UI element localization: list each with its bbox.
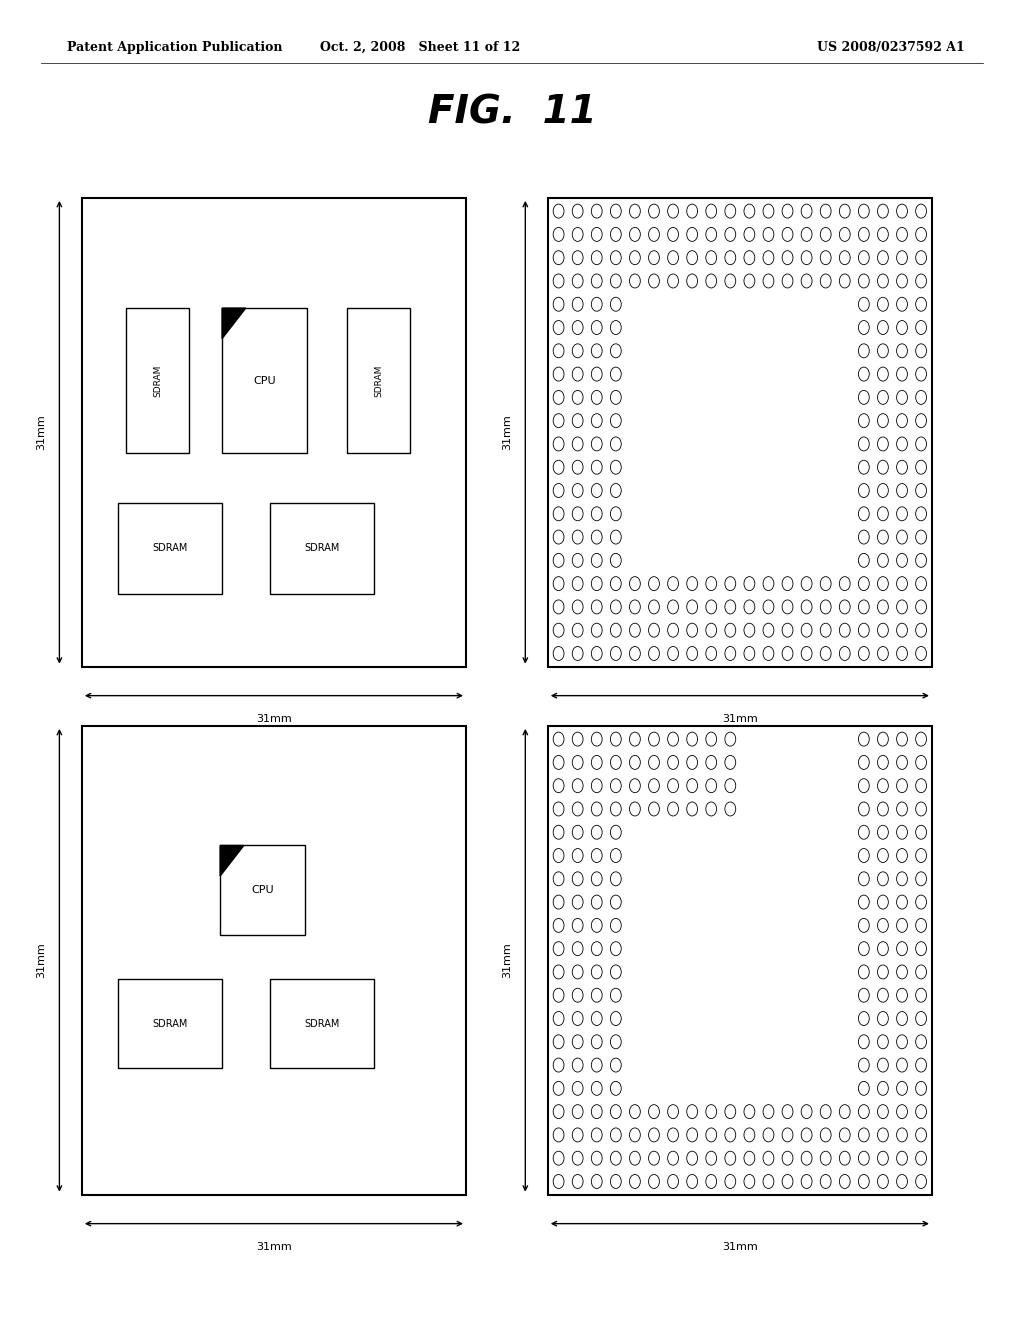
Text: SDRAM: SDRAM (153, 1019, 188, 1028)
Text: 31mm: 31mm (256, 1242, 292, 1253)
Bar (220, 846, 305, 935)
Bar (548, 726, 932, 1195)
Polygon shape (220, 846, 244, 876)
Bar (126, 308, 189, 453)
Bar (222, 308, 306, 453)
Text: 31mm: 31mm (36, 414, 46, 450)
Text: SDRAM: SDRAM (153, 544, 188, 553)
Text: SDRAM: SDRAM (154, 364, 162, 397)
Text: 31mm: 31mm (36, 942, 46, 978)
Bar (119, 979, 222, 1068)
Bar (270, 979, 374, 1068)
Bar (347, 308, 411, 453)
Text: 31mm: 31mm (502, 414, 512, 450)
Text: SDRAM: SDRAM (304, 544, 340, 553)
Text: US 2008/0237592 A1: US 2008/0237592 A1 (817, 41, 965, 54)
Text: SDRAM: SDRAM (304, 1019, 340, 1028)
Text: FIG.  11: FIG. 11 (428, 94, 596, 131)
Text: SDRAM: SDRAM (374, 364, 383, 397)
Bar (270, 503, 374, 594)
Bar (82, 726, 466, 1195)
Bar (82, 198, 466, 667)
Text: CPU: CPU (253, 376, 275, 385)
Text: 31mm: 31mm (256, 714, 292, 725)
Bar (548, 198, 932, 667)
Text: 31mm: 31mm (722, 714, 758, 725)
Text: 31mm: 31mm (502, 942, 512, 978)
Polygon shape (222, 308, 246, 339)
Text: 31mm: 31mm (722, 1242, 758, 1253)
Text: Oct. 2, 2008   Sheet 11 of 12: Oct. 2, 2008 Sheet 11 of 12 (319, 41, 520, 54)
Text: Patent Application Publication: Patent Application Publication (67, 41, 282, 54)
Text: CPU: CPU (251, 884, 273, 895)
Bar (119, 503, 222, 594)
